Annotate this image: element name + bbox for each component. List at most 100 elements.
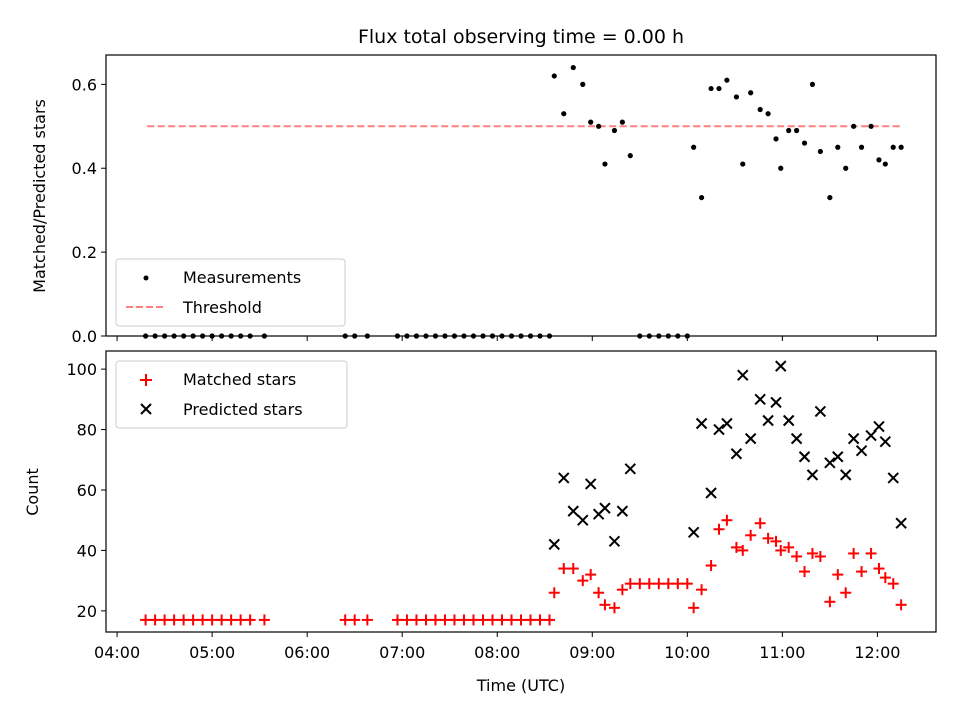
- matched-star-point: [149, 614, 161, 626]
- predicted-star-point: [770, 396, 782, 409]
- predicted-star-point: [887, 472, 899, 484]
- matched-star-point: [806, 547, 818, 559]
- matched-star-point: [856, 566, 868, 578]
- chart-title: Flux total observing time = 0.00 h: [358, 26, 684, 48]
- matched-star-point: [791, 550, 803, 562]
- matched-star-point: [814, 550, 826, 562]
- matched-star-point: [770, 535, 782, 547]
- matched-star-point: [558, 563, 570, 575]
- predicted-star-point: [608, 535, 621, 548]
- predicted-star-point: [721, 417, 733, 430]
- matched-star-point: [879, 572, 891, 584]
- measurement-point: [596, 123, 602, 129]
- predicted-star-point: [754, 393, 766, 406]
- matched-star-point: [662, 578, 674, 590]
- measurement-point: [882, 161, 888, 167]
- measurement-point: [765, 111, 771, 117]
- legend-measurements-label: Measurements: [183, 268, 301, 287]
- measurement-point: [876, 157, 882, 163]
- y-tick-label: 60: [77, 481, 97, 500]
- matched-star-point: [544, 614, 556, 626]
- matched-star-point: [887, 578, 899, 590]
- x-tick-label: 04:00: [94, 643, 140, 662]
- y-tick-label: 0.0: [72, 327, 97, 346]
- measurement-point: [868, 123, 874, 129]
- y-tick-label: 40: [77, 541, 97, 560]
- predicted-star-point: [687, 526, 700, 538]
- predicted-star-point: [713, 423, 725, 436]
- matched-star-point: [599, 599, 611, 611]
- y-tick-label: 0.4: [72, 159, 97, 178]
- matched-star-point: [730, 541, 742, 553]
- matched-star-point: [534, 614, 546, 626]
- top-legend-box: [115, 258, 346, 327]
- measurement-point: [619, 119, 625, 125]
- bottom-y-ticks: 20 40 60 80 100: [66, 360, 106, 621]
- x-tick-label: 07:00: [379, 643, 425, 662]
- matched-star-point: [168, 614, 180, 626]
- matched-star-point: [783, 541, 795, 553]
- matched-star-point: [775, 544, 787, 556]
- matched-star-point: [187, 614, 199, 626]
- measurement-point: [773, 136, 779, 142]
- matched-star-point: [206, 614, 218, 626]
- matched-star-point: [643, 578, 655, 590]
- matched-star-point: [140, 614, 152, 626]
- matched-star-point: [401, 614, 413, 626]
- predicted-star-point: [616, 505, 629, 517]
- x-tick-label: 06:00: [284, 643, 330, 662]
- matched-star-point: [448, 614, 460, 626]
- bottom-legend-box: [115, 360, 348, 429]
- legend-predicted-marker: [140, 403, 152, 415]
- matched-star-point: [608, 602, 620, 614]
- x-axis-label: Time (UTC): [476, 676, 565, 695]
- measurement-point: [580, 81, 586, 87]
- matched-star-point: [429, 614, 441, 626]
- matched-star-point: [616, 584, 628, 596]
- matched-star-point: [737, 544, 749, 556]
- predicted-star-point: [705, 487, 717, 499]
- predicted-star-point: [567, 505, 579, 517]
- y-tick-label: 20: [77, 602, 97, 621]
- matched-star-point: [439, 614, 451, 626]
- measurement-point: [835, 144, 841, 150]
- matched-star-point: [762, 532, 774, 544]
- x-tick-label: 09:00: [569, 643, 615, 662]
- measurement-point: [851, 123, 857, 129]
- predicted-star-point: [814, 405, 827, 418]
- measurement-point: [843, 165, 849, 171]
- matched-star-point: [467, 614, 479, 626]
- matched-star-point: [577, 575, 589, 587]
- matched-star-point: [258, 614, 270, 626]
- measurement-point: [748, 90, 754, 96]
- predicted-star-point: [782, 414, 795, 427]
- measurement-point: [786, 127, 792, 134]
- measurement-point: [778, 165, 784, 171]
- predicted-star-point: [832, 451, 844, 463]
- matched-star-point: [216, 614, 228, 626]
- measurement-point: [602, 161, 608, 167]
- predicted-star-point: [895, 517, 907, 529]
- measurement-point: [724, 77, 730, 83]
- matched-star-point: [458, 614, 470, 626]
- predicted-star-point: [798, 451, 811, 463]
- matched-star-point: [799, 566, 811, 578]
- matched-star-point: [745, 529, 757, 541]
- matched-star-point: [688, 602, 700, 614]
- predicted-star-point: [737, 369, 749, 381]
- top-legend: Measurements Threshold: [115, 258, 346, 327]
- legend-matched-marker: [140, 374, 152, 386]
- matched-star-point: [585, 569, 597, 581]
- matched-star-point: [681, 578, 693, 590]
- predicted-star-point: [558, 472, 570, 484]
- matched-star-point: [873, 563, 885, 575]
- measurement-point: [698, 194, 705, 201]
- matched-star-point: [515, 614, 527, 626]
- predicted-star-point: [730, 448, 743, 460]
- x-tick-label: 08:00: [474, 643, 520, 662]
- predicted-star-point: [879, 435, 892, 448]
- measurement-point: [817, 148, 823, 155]
- predicted-star-point: [577, 514, 589, 526]
- matched-star-point: [624, 578, 636, 590]
